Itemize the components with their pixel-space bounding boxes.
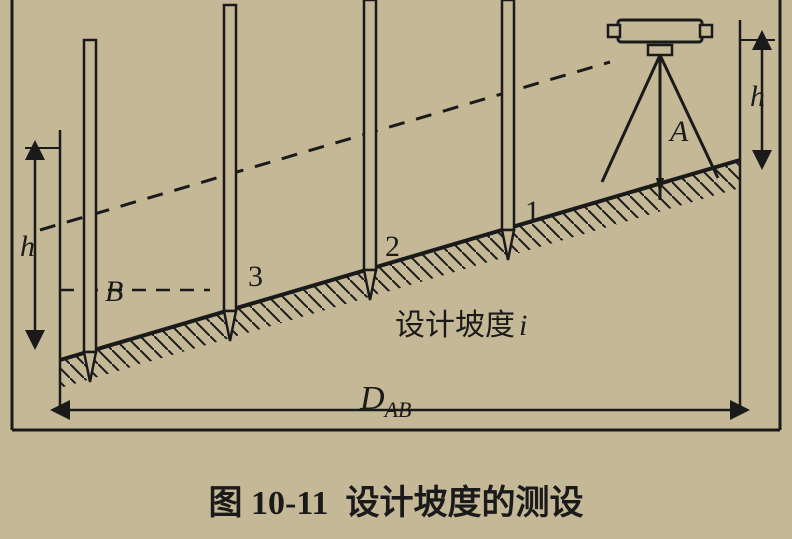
pole-1 <box>502 0 514 260</box>
label-h-right: h <box>750 80 765 114</box>
label-stake-2: 2 <box>385 230 400 264</box>
label-DAB: DAB <box>360 380 411 423</box>
label-stake-3: 3 <box>248 260 263 294</box>
pole-2 <box>364 0 376 300</box>
label-h-left: h <box>20 230 35 264</box>
figure-caption: 图 10-11 设计坡度的测设 <box>0 475 792 524</box>
label-slope-text: 设计坡度i <box>395 300 527 344</box>
pole-B <box>84 40 96 382</box>
pole-3 <box>224 5 236 341</box>
diagram-canvas: h h A B 1 2 3 设计坡度i DAB 图 10-11 设计坡度的测设 <box>0 0 792 539</box>
diagram-svg <box>0 0 792 539</box>
label-A: A <box>670 115 688 149</box>
label-B: B <box>105 275 123 309</box>
label-stake-1: 1 <box>525 195 540 229</box>
